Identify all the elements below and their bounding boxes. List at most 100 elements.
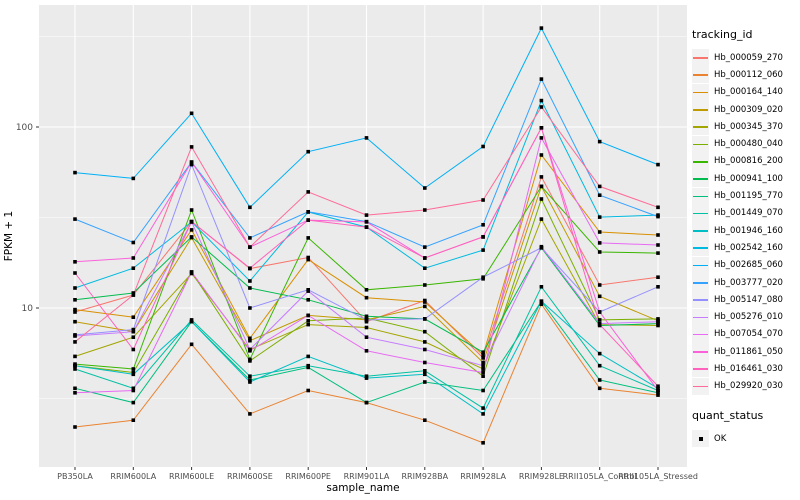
data-point: [481, 370, 485, 375]
data-point: [656, 285, 660, 289]
series-color-swatch: [693, 178, 708, 180]
x-axis-tick-label: RRII105LA_Stressed: [618, 472, 698, 481]
legend-item-Hb_000816_200: Hb_000816_200: [692, 152, 798, 170]
legend-key-line-icon: [692, 360, 709, 378]
data-point: [131, 400, 136, 405]
legend-item-label: Hb_005147_080: [714, 294, 783, 305]
y-axis-tick-label: 10: [22, 304, 34, 314]
data-point: [539, 136, 544, 140]
data-point: [539, 302, 544, 306]
legend-item-Hb_002542_160: Hb_002542_160: [692, 239, 798, 257]
data-point: [364, 325, 369, 330]
series-color-swatch: [693, 299, 708, 301]
data-point: [131, 367, 136, 371]
legend-item-Hb_000345_370: Hb_000345_370: [692, 118, 798, 136]
series-color-swatch: [693, 264, 708, 267]
legend-item-Hb_000112_060: Hb_000112_060: [692, 66, 798, 84]
legend-item-label: Hb_000164_140: [714, 87, 783, 98]
series-color-swatch: [693, 385, 708, 388]
data-point: [656, 386, 660, 391]
legend-title-quant-status: quant_status: [692, 408, 764, 422]
data-point: [481, 388, 485, 393]
legend-item-Hb_005147_080: Hb_005147_080: [692, 291, 798, 309]
data-point: [364, 288, 369, 292]
series-color-swatch: [693, 91, 708, 94]
legend-item-label: Hb_029920_030: [714, 381, 783, 392]
data-point: [306, 255, 310, 260]
data-point: [481, 374, 485, 378]
data-point: [597, 230, 602, 234]
data-point: [423, 329, 427, 334]
data-point: [539, 153, 544, 157]
series-color-swatch: [693, 282, 708, 284]
data-point: [364, 400, 369, 405]
data-point: [656, 251, 660, 255]
data-point: [73, 310, 77, 314]
legend-item-Hb_001195_770: Hb_001195_770: [692, 187, 798, 205]
data-point: [656, 388, 660, 393]
data-point: [481, 353, 485, 357]
data-point: [248, 378, 252, 382]
data-point: [364, 225, 369, 229]
legend-item-label: Hb_007054_070: [714, 329, 783, 340]
data-point: [481, 441, 485, 445]
data-point: [364, 314, 369, 319]
legend-item-label: Hb_003777_020: [714, 277, 783, 288]
legend-key-line-icon: [692, 325, 709, 343]
data-point: [597, 310, 602, 314]
legend-item-Hb_029920_030: Hb_029920_030: [692, 377, 798, 395]
legend-key-line-icon: [692, 118, 709, 136]
legend-key-line-icon: [692, 377, 709, 395]
data-point: [248, 336, 252, 341]
data-point: [248, 236, 252, 240]
data-point: [597, 318, 602, 322]
data-point: [481, 223, 485, 227]
data-point: [597, 241, 602, 245]
series-color-swatch: [693, 57, 708, 59]
legend-item-Hb_007054_070: Hb_007054_070: [692, 325, 798, 343]
data-point: [481, 235, 485, 239]
data-point: [364, 335, 369, 339]
data-point: [131, 293, 136, 297]
data-point: [73, 425, 77, 429]
data-point: [656, 384, 660, 388]
data-point: [248, 338, 252, 343]
data-point: [73, 334, 77, 338]
data-point: [131, 266, 136, 270]
data-point: [306, 190, 310, 194]
data-point: [481, 144, 485, 149]
data-point: [656, 243, 660, 247]
data-point: [423, 347, 427, 352]
data-point: [597, 386, 602, 391]
data-point: [423, 300, 427, 304]
data-point: [539, 197, 544, 201]
legend-key-line-icon: [692, 308, 709, 326]
series-color-swatch: [693, 333, 708, 336]
data-point: [306, 319, 310, 323]
series-color-swatch: [693, 368, 708, 371]
data-point: [481, 350, 485, 354]
legend-key-line-icon: [692, 343, 709, 361]
data-point: [306, 149, 310, 154]
data-point: [597, 250, 602, 254]
data-point: [539, 175, 544, 179]
data-point: [248, 412, 252, 416]
data-point: [131, 347, 136, 352]
data-point: [423, 369, 427, 373]
legend-item-label: Hb_001195_770: [714, 191, 783, 202]
data-point: [131, 291, 136, 295]
data-point: [423, 380, 427, 384]
x-axis-tick-label: RRIM600PE: [285, 472, 331, 481]
legend-key-line-icon: [692, 83, 709, 101]
data-point: [423, 340, 427, 344]
x-axis-tick-label: RRIM928LA: [460, 472, 506, 481]
legend-key-line-icon: [692, 170, 709, 188]
legend-item-label: Hb_002685_060: [714, 260, 783, 271]
legend-key-line-icon: [692, 274, 709, 291]
data-point: [539, 184, 544, 189]
data-point: [73, 307, 77, 312]
data-point: [481, 360, 485, 365]
legend-item-Hb_000480_040: Hb_000480_040: [692, 135, 798, 153]
data-point: [539, 105, 544, 109]
plot-panel: [39, 5, 687, 467]
